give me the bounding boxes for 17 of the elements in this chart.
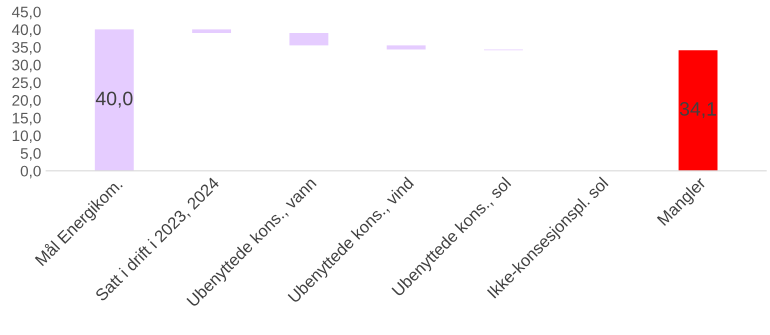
data-label: 34,1 bbox=[680, 102, 716, 118]
y-tick-label: 20,0 bbox=[12, 94, 41, 108]
bar bbox=[192, 29, 232, 33]
y-tick-label: 40,0 bbox=[12, 24, 41, 37]
bar bbox=[386, 45, 426, 50]
y-tick-label: 35,0 bbox=[12, 42, 41, 55]
y-tick-label: 25,0 bbox=[12, 77, 41, 90]
y-tick-label: 30,0 bbox=[12, 60, 41, 72]
bar bbox=[289, 32, 328, 46]
y-tick-label: 5,0 bbox=[20, 148, 41, 161]
data-label: 40,0 bbox=[96, 92, 132, 108]
bar bbox=[678, 50, 718, 171]
y-tick-label: 0,0 bbox=[20, 166, 41, 178]
y-tick-label: 15,0 bbox=[12, 112, 41, 126]
y-tick-label: 10,0 bbox=[12, 130, 41, 143]
y-tick-label: 45,0 bbox=[12, 6, 41, 20]
bar bbox=[94, 29, 134, 171]
